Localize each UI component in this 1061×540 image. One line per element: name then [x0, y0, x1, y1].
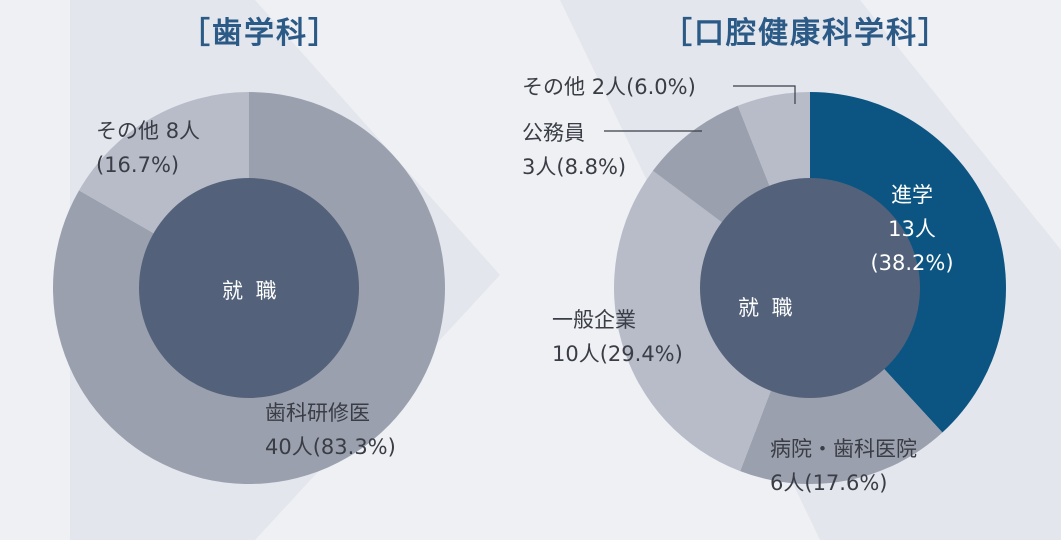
oral-health-pie: [614, 92, 1006, 484]
label-oral-company: 一般企業 10人(29.4%): [552, 303, 683, 371]
slice-percent: (16.7%): [96, 153, 180, 177]
dental-center-disc: [139, 178, 359, 398]
center-label-dental: 就 職: [222, 279, 280, 303]
center-label-oral-health: 就 職: [738, 296, 796, 320]
slice-percent: (8.8%): [556, 155, 627, 179]
slice-percent: (17.6%): [804, 471, 888, 495]
label-oral-public-servant: 公務員 3人(8.8%): [522, 116, 626, 184]
label-oral-other: その他 2人(6.0%): [522, 70, 696, 104]
slice-name: 進学: [891, 183, 933, 207]
label-oral-further-study: 進学 13人 (38.2%): [852, 178, 972, 280]
oral-health-center-disc: [700, 178, 920, 398]
slice-percent: (38.2%): [870, 251, 954, 275]
slice-percent: (29.4%): [599, 342, 683, 366]
label-oral-hospital: 病院・歯科医院 6人(17.6%): [770, 432, 917, 500]
slice-name: 一般企業: [552, 308, 636, 332]
slice-count: 13人: [888, 217, 936, 241]
slice-count: 40人: [265, 435, 313, 459]
slice-name: その他: [96, 119, 159, 143]
slice-count: 2人: [591, 75, 627, 99]
leader-line-oral-other: [733, 85, 796, 104]
label-dental-other: その他 8人 (16.7%): [96, 114, 200, 182]
title-dental: ［歯学科］: [180, 16, 340, 51]
slice-name: 病院・歯科医院: [770, 437, 917, 461]
slice-name: 歯科研修医: [265, 401, 370, 425]
slice-percent: (83.3%): [312, 435, 396, 459]
slice-name: その他: [522, 75, 585, 99]
slice-count: 8人: [165, 119, 201, 143]
label-dental-resident: 歯科研修医 40人(83.3%): [265, 396, 396, 464]
dental-pie: [52, 92, 445, 484]
slice-count: 6人: [770, 471, 805, 495]
slice-percent: (6.0%): [626, 75, 696, 99]
slice-count: 3人: [522, 155, 557, 179]
slice-count: 10人: [552, 342, 600, 366]
slice-name: 公務員: [522, 121, 585, 145]
title-oral-health: ［口腔健康科学科］: [662, 16, 950, 51]
